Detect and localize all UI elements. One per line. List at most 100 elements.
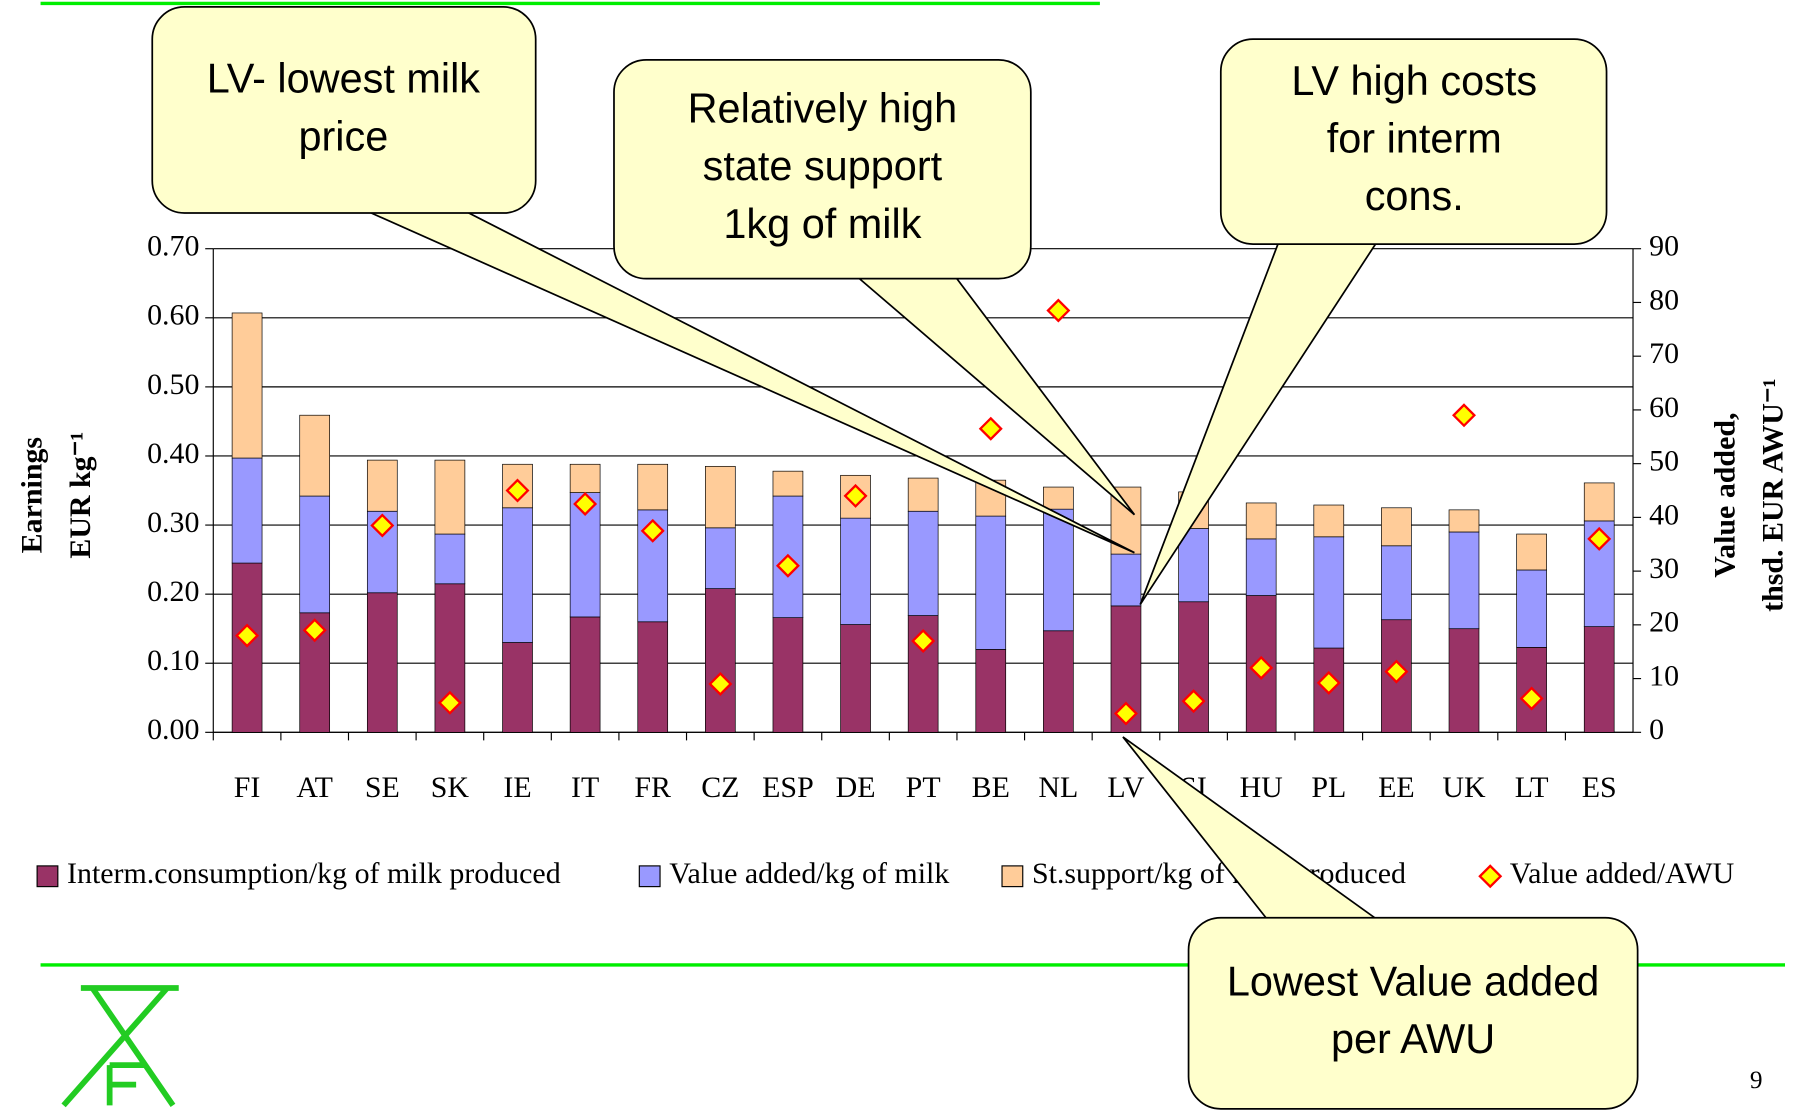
- x-tick-label: NL: [1038, 771, 1078, 804]
- callout-text: per AWU: [1331, 1015, 1495, 1062]
- x-tick-label: PT: [906, 771, 941, 804]
- bar-segment: [231, 312, 263, 459]
- marker: [1384, 659, 1409, 684]
- bar-segment: [434, 533, 466, 585]
- y2-tick-label: 90: [1649, 230, 1679, 263]
- bar-segment: [907, 477, 939, 512]
- y-tick-label: 0.60: [147, 299, 199, 332]
- bar-segment: [840, 624, 871, 733]
- bar-segment: [502, 642, 533, 733]
- marker: [1316, 670, 1341, 695]
- marker: [1587, 526, 1612, 551]
- marker: [1519, 686, 1544, 711]
- bar-segment: [637, 621, 669, 733]
- marker: [911, 628, 936, 653]
- x-tick-label: AT: [296, 771, 333, 804]
- bar-segment: [637, 463, 669, 511]
- legend-label: Interm.consumption/kg of milk produced: [67, 857, 561, 890]
- bar-segment: [705, 588, 736, 733]
- callout-pointer: [855, 276, 1136, 516]
- callout-pointer: [1122, 736, 1379, 920]
- bar-segment: [1245, 502, 1277, 540]
- y2-tick-label: 80: [1649, 283, 1679, 316]
- x-tick-label: FR: [634, 771, 671, 804]
- callout-text: price: [298, 112, 388, 159]
- bar-segment: [772, 495, 804, 618]
- y-tick-label: 0.30: [147, 506, 199, 539]
- marker: [640, 518, 665, 543]
- legend-label: Value added/AWU: [1510, 857, 1734, 890]
- x-tick-label: FI: [234, 771, 261, 804]
- bar-segment: [840, 517, 871, 625]
- x-tick-label: HU: [1240, 771, 1283, 804]
- bar-segment: [1313, 504, 1345, 538]
- callout-text: state support: [703, 142, 943, 189]
- callout-text: Lowest Value added: [1227, 957, 1599, 1004]
- bar-segment: [1516, 533, 1547, 571]
- logo: [61, 985, 179, 1108]
- bar-segment: [1313, 536, 1345, 649]
- callout-box: [1187, 916, 1639, 1110]
- legend-swatch: [36, 865, 59, 888]
- y2-tick-label: 70: [1649, 337, 1679, 370]
- y-tick-label: 0.50: [147, 368, 199, 401]
- bar-segment: [1448, 628, 1480, 733]
- y2-tick-label: 40: [1649, 498, 1679, 531]
- bar-segment: [502, 507, 533, 643]
- bar-segment: [569, 463, 601, 493]
- marker: [573, 491, 598, 516]
- x-tick-label: ES: [1582, 771, 1617, 804]
- y-tick-label: 0.00: [147, 713, 199, 746]
- x-tick-label: IE: [503, 771, 531, 804]
- bar-segment: [1381, 545, 1412, 621]
- bar-segment: [1381, 507, 1412, 547]
- x-tick-label: EE: [1378, 771, 1415, 804]
- legend-label: St.support/kg of milk produced: [1032, 857, 1406, 890]
- marker: [843, 483, 868, 508]
- callout-box: [613, 59, 1032, 280]
- bar-segment: [907, 510, 939, 616]
- bar-segment: [1448, 509, 1480, 533]
- callout-text: 1kg of milk: [723, 200, 921, 247]
- x-tick-label: CZ: [701, 771, 739, 804]
- bar-segment: [1043, 486, 1074, 510]
- marker: [235, 623, 260, 648]
- bar-segment: [366, 592, 398, 733]
- bar-segment: [299, 495, 331, 614]
- bar-segment: [975, 649, 1007, 733]
- bar-segment: [705, 527, 736, 589]
- y2-axis-title: thsd. EUR AWU⁻¹: [1757, 378, 1790, 611]
- chart: 0.00 0.10 0.20 0.30 0.40 0.50 0.60 0.70 0 10 20 30 4…: [16, 230, 1790, 891]
- bar-segment: [1043, 630, 1074, 733]
- y-axis-title: EUR kg⁻¹: [64, 432, 97, 559]
- y2-tick-label: 60: [1649, 391, 1679, 424]
- marker: [978, 416, 1003, 441]
- marker: [437, 690, 462, 715]
- legend-swatch: [638, 865, 661, 888]
- marker: [708, 671, 733, 696]
- marker: [302, 618, 327, 643]
- callouts: LV- lowest milk price Relatively high state…: [151, 6, 1639, 1110]
- y2-tick-label: 20: [1649, 606, 1679, 639]
- callout-text: cons.: [1365, 172, 1464, 219]
- bar-segment: [975, 515, 1007, 650]
- callout-box: [151, 6, 537, 214]
- callout-text: LV- lowest milk: [207, 55, 481, 102]
- marker: [1452, 403, 1476, 428]
- marker: [775, 553, 800, 578]
- bar-segment: [366, 459, 398, 512]
- legend-marker: [1478, 864, 1503, 889]
- y2-tick-label: 30: [1649, 552, 1679, 585]
- legend-label: Value added/kg of milk: [669, 857, 949, 890]
- marker: [505, 478, 530, 503]
- page-number: 9: [1750, 1066, 1763, 1094]
- bar-segment: [1178, 528, 1209, 603]
- x-tick-label: LT: [1515, 771, 1549, 804]
- y2-tick-label: 10: [1649, 659, 1679, 692]
- bar-segment: [434, 459, 466, 535]
- bar-segment: [299, 414, 331, 497]
- bar-segment: [569, 616, 601, 733]
- bar-segment: [705, 465, 736, 529]
- marker: [370, 513, 395, 538]
